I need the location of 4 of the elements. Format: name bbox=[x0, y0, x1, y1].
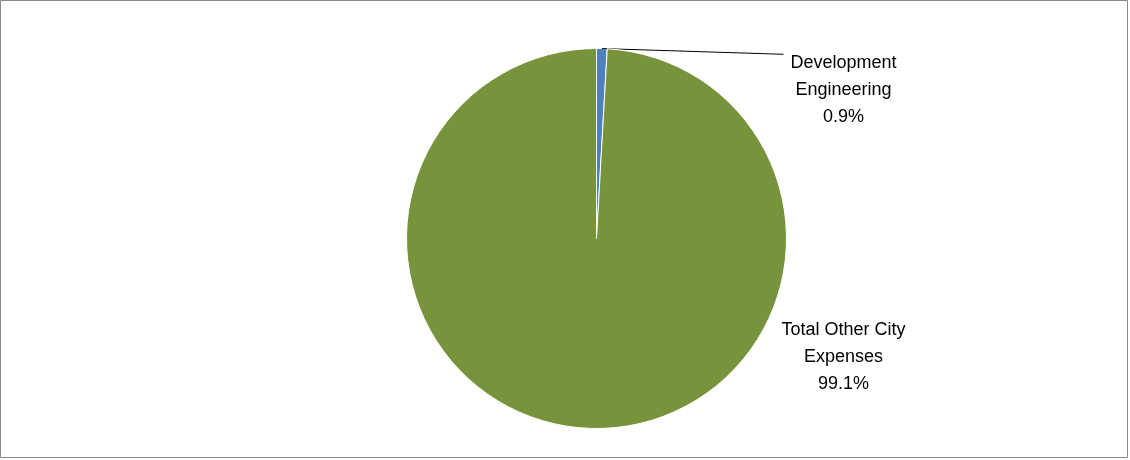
data-label: 99.1% bbox=[817, 373, 870, 394]
data-label: 0.9% bbox=[822, 106, 865, 127]
slice-label: Development Engineering bbox=[790, 52, 897, 100]
slice-label: Total Other City Expenses bbox=[781, 319, 906, 367]
